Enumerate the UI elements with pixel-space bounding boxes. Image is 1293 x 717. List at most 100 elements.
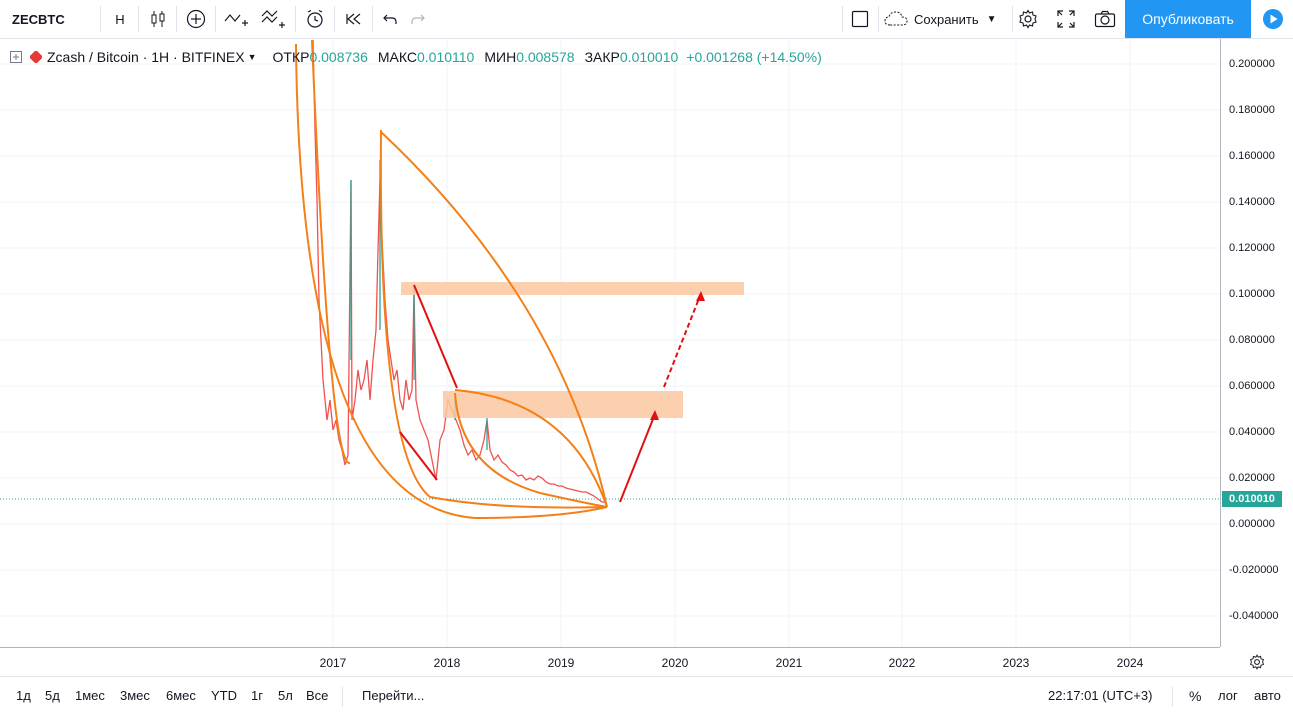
time-tick-label: 2020 xyxy=(661,656,689,670)
time-tick-label: 2022 xyxy=(888,656,916,670)
curve-outer[interactable] xyxy=(295,43,608,520)
layout-icon[interactable] xyxy=(846,0,874,38)
low-value: 0.008578 xyxy=(516,49,575,65)
candles-icon[interactable] xyxy=(144,0,172,38)
time-tick-label: 2019 xyxy=(547,656,575,670)
curve-inner[interactable] xyxy=(454,392,608,508)
price-tick-label: 0.080000 xyxy=(1229,334,1275,346)
price-tick-label: 0.180000 xyxy=(1229,104,1275,116)
price-tick-label: 0.200000 xyxy=(1229,58,1275,70)
toolbar-divider xyxy=(295,6,296,32)
price-tick-label: 0.020000 xyxy=(1229,472,1275,484)
price-tick-label: 0.160000 xyxy=(1229,150,1275,162)
toolbar-divider xyxy=(334,6,335,32)
high-value: 0.010110 xyxy=(416,49,475,65)
curve-middle[interactable] xyxy=(379,129,608,509)
interval-button[interactable]: Н xyxy=(115,11,125,27)
high-label: МАКС xyxy=(377,49,417,65)
play-icon[interactable] xyxy=(1252,0,1293,38)
range-ytd-button[interactable]: YTD xyxy=(211,688,237,703)
chart-legend: Zcash / Bitcoin · 1Н · BITFINEX ▼ ОТКР 0.… xyxy=(10,49,822,65)
toolbar-divider xyxy=(842,6,843,32)
close-label: ЗАКР xyxy=(584,49,620,65)
curve-top-diagonal[interactable] xyxy=(380,131,608,508)
price-tick-label: 0.120000 xyxy=(1229,242,1275,254)
log-scale-button[interactable]: лог xyxy=(1218,688,1238,703)
range-1m-button[interactable]: 1мес xyxy=(75,688,105,703)
instrument-name[interactable]: Zcash / Bitcoin · 1Н · BITFINEX xyxy=(47,49,245,65)
price-line-down xyxy=(312,39,606,503)
goto-date-button[interactable]: Перейти... xyxy=(362,688,425,703)
percent-scale-button[interactable]: % xyxy=(1189,688,1202,704)
auto-scale-button[interactable]: авто xyxy=(1254,688,1281,703)
close-value: 0.010010 xyxy=(619,49,679,65)
toolbar-divider xyxy=(215,6,216,32)
curve-inner-top[interactable] xyxy=(454,389,608,508)
indicators-icon[interactable] xyxy=(221,0,251,38)
price-series xyxy=(312,39,606,503)
price-axis[interactable]: 0.200000 0.180000 0.160000 0.140000 0.120000… xyxy=(1220,39,1293,647)
compare-icon[interactable] xyxy=(257,0,289,38)
time-tick-label: 2024 xyxy=(1116,656,1144,670)
chevron-down-icon: ▼ xyxy=(986,13,997,25)
toolbar-divider xyxy=(878,6,879,32)
top-toolbar: ZECBTC Н Сохранить ▼ xyxy=(0,0,1293,39)
range-5y-button[interactable]: 5л xyxy=(278,688,293,703)
bottom-bar: 1д 5д 1мес 3мес 6мес YTD 1г 5л Все Перей… xyxy=(0,676,1293,717)
clock[interactable]: 22:17:01 (UTC+3) xyxy=(1048,688,1153,703)
gear-icon[interactable] xyxy=(1014,0,1042,38)
range-3m-button[interactable]: 3мес xyxy=(120,688,150,703)
open-label: ОТКР xyxy=(272,49,310,65)
time-tick-label: 2021 xyxy=(775,656,803,670)
projection-arrow-dashed[interactable] xyxy=(663,295,701,388)
range-5d-button[interactable]: 5д xyxy=(45,688,60,703)
plus-circle-icon[interactable] xyxy=(182,0,210,38)
toolbar-divider xyxy=(100,6,101,32)
projection-arrow-dashed-head xyxy=(696,291,705,301)
current-price-tag: 0.010010 xyxy=(1222,491,1282,507)
bottom-divider xyxy=(1172,687,1173,707)
chevron-down-icon[interactable]: ▼ xyxy=(247,52,257,62)
time-tick-label: 2023 xyxy=(1002,656,1030,670)
range-all-button[interactable]: Все xyxy=(306,688,329,703)
time-axis[interactable]: 2017 2018 2019 2020 2021 2022 2023 2024 xyxy=(0,647,1220,676)
price-tick-label: 0.000000 xyxy=(1229,518,1275,530)
chart-grid xyxy=(0,39,1220,647)
redo-icon[interactable] xyxy=(406,0,430,38)
open-value: 0.008736 xyxy=(309,49,368,65)
range-6m-button[interactable]: 6мес xyxy=(166,688,196,703)
chart-canvas[interactable] xyxy=(0,39,1220,647)
chart-settings-gear-icon[interactable] xyxy=(1221,648,1293,675)
toolbar-divider xyxy=(372,6,373,32)
toolbar-divider xyxy=(138,6,139,32)
resistance-zone-upper[interactable] xyxy=(401,282,744,295)
price-tick-label: 0.040000 xyxy=(1229,426,1275,438)
publish-button[interactable]: Опубликовать xyxy=(1125,0,1251,38)
camera-icon[interactable] xyxy=(1090,0,1120,38)
price-tick-label: 0.100000 xyxy=(1229,288,1275,300)
fullscreen-icon[interactable] xyxy=(1052,0,1080,38)
replay-icon[interactable] xyxy=(340,0,368,38)
range-1d-button[interactable]: 1д xyxy=(16,688,31,703)
projection-arrow-solid[interactable] xyxy=(619,413,656,503)
range-1y-button[interactable]: 1г xyxy=(251,688,263,703)
toolbar-divider xyxy=(1012,6,1013,32)
price-tick-label: -0.020000 xyxy=(1229,564,1279,576)
toolbar-divider xyxy=(176,6,177,32)
save-button[interactable]: Сохранить ▼ xyxy=(884,0,1010,38)
cloud-icon xyxy=(884,11,908,27)
price-tick-label: -0.040000 xyxy=(1229,610,1279,622)
alert-icon[interactable] xyxy=(301,0,329,38)
curve-left-wedge[interactable] xyxy=(311,39,351,465)
low-label: МИН xyxy=(484,49,517,65)
resistance-zone-lower[interactable] xyxy=(443,391,683,418)
price-tick-label: 0.060000 xyxy=(1229,380,1275,392)
time-tick-label: 2018 xyxy=(433,656,461,670)
save-button-label: Сохранить xyxy=(914,11,979,27)
projection-arrow-solid-head xyxy=(650,410,659,420)
trend-arrow-segment-1[interactable] xyxy=(413,284,458,389)
expand-legend-icon[interactable] xyxy=(10,51,22,63)
trend-arrow-segment-2[interactable] xyxy=(399,431,438,481)
symbol-search-button[interactable]: ZECBTC xyxy=(12,11,65,27)
undo-icon[interactable] xyxy=(378,0,402,38)
